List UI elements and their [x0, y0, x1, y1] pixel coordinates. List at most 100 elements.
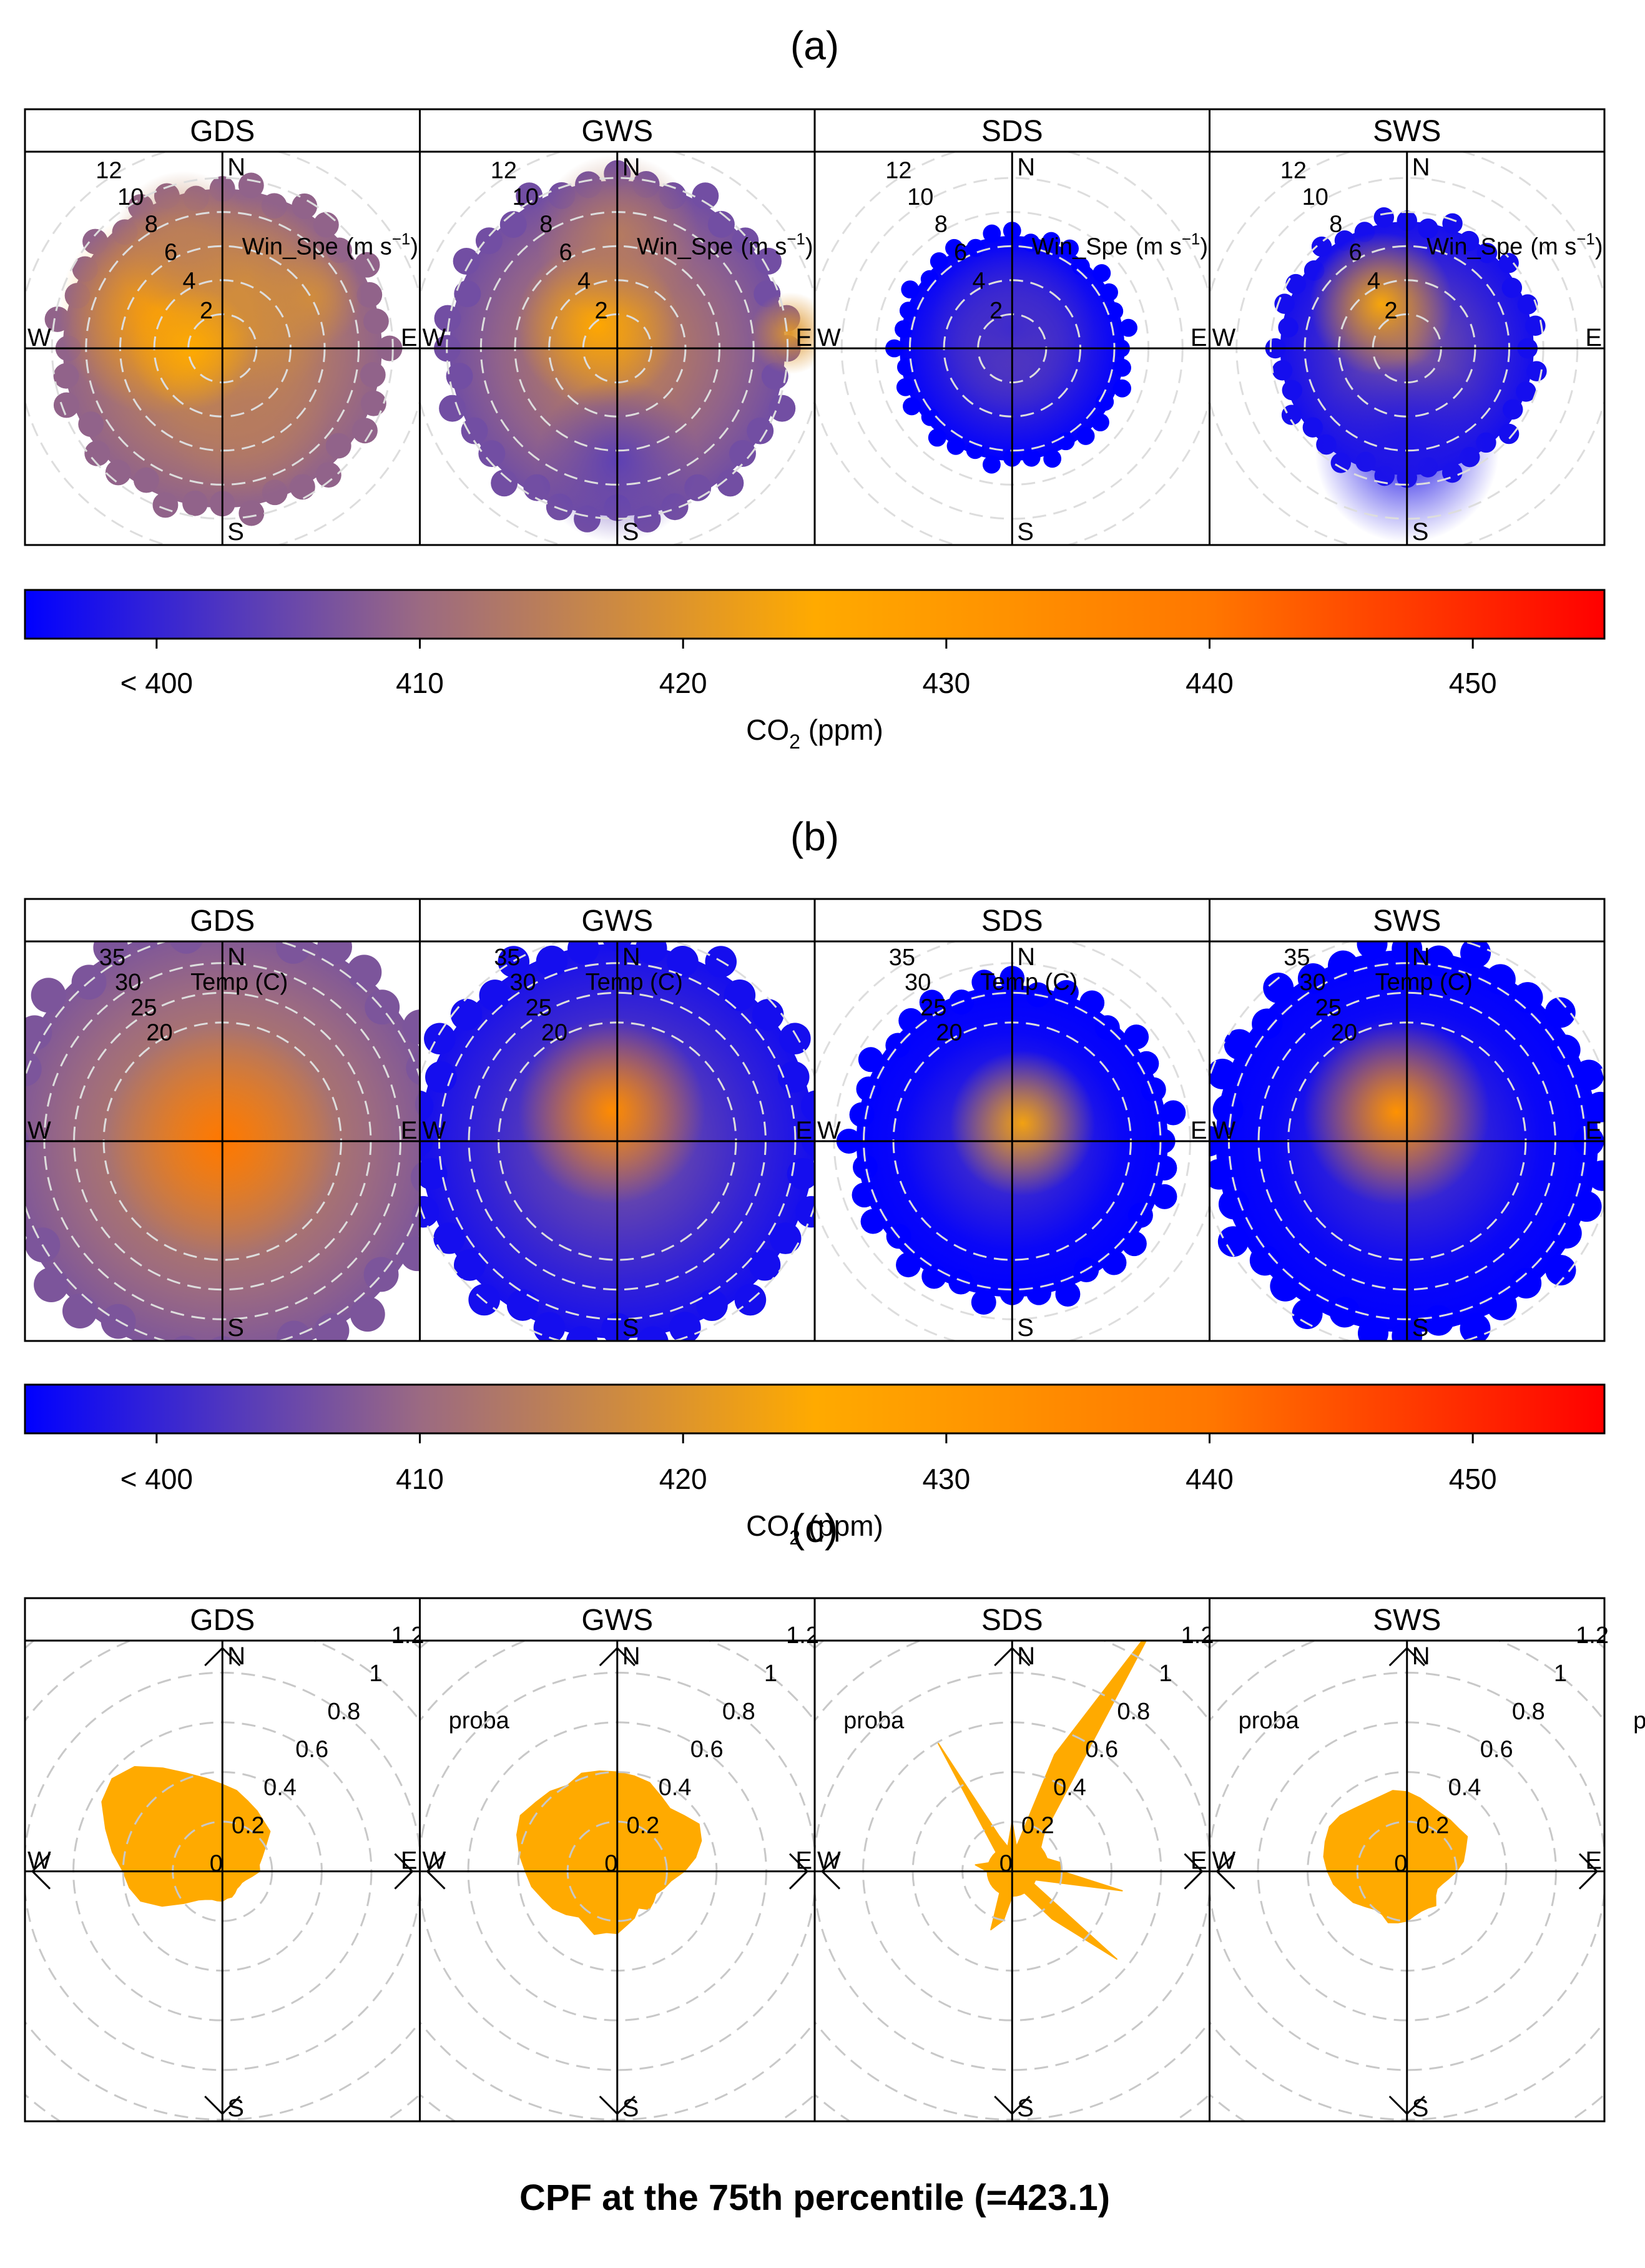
heat-edge: [152, 492, 179, 518]
ring-label: 0.2: [626, 1813, 659, 1839]
compass-w: W: [817, 324, 841, 351]
heat-edge: [360, 390, 386, 416]
panel-title: SWS: [1373, 1604, 1441, 1637]
heat-edge: [62, 1294, 97, 1329]
compass-s: S: [1017, 1314, 1034, 1342]
plot-area: [25, 1641, 420, 2121]
compass-n: N: [227, 154, 245, 181]
heat-edge: [768, 395, 796, 422]
axis-arrow: [788, 1853, 809, 1890]
heat-edge: [1285, 273, 1306, 295]
heat-edge: [439, 395, 466, 422]
colorbar-title: CO2 (ppm): [746, 1510, 883, 1549]
ring-label: 4: [972, 268, 985, 295]
heat-edge: [895, 320, 913, 338]
ring-label: 8: [539, 212, 552, 238]
heat-edge: [567, 941, 599, 965]
heat-edge: [717, 469, 744, 497]
heat-edge: [1512, 982, 1543, 1013]
colorbar-tick-label: 410: [396, 1463, 444, 1495]
heat-edge: [921, 408, 940, 426]
heat-edge: [450, 998, 483, 1031]
ring-label: 4: [577, 268, 591, 295]
axis-arrow: [1215, 1853, 1235, 1890]
panel-strip: [1209, 1597, 1606, 1642]
panel-title: GWS: [581, 905, 653, 938]
ring-label: 1.2: [1576, 1622, 1609, 1649]
heat-edge: [755, 247, 782, 275]
panel-strip: [1209, 898, 1606, 943]
ring-label: 0.4: [1053, 1775, 1086, 1801]
colorbar-title: CO2 (ppm): [746, 714, 883, 753]
heat-edge: [292, 193, 318, 219]
compass-w: W: [27, 324, 51, 351]
colorbar-tick-label: 410: [396, 667, 444, 699]
plot-area: [815, 941, 1210, 1341]
heat-edge: [1096, 393, 1114, 411]
section-label: (b): [790, 814, 839, 859]
heat-edge: [315, 462, 341, 488]
heat-edge: [1418, 218, 1438, 239]
panel-sws: SWS N S W E 0 0.2 0.4 0.6 0.8 1 1.2 proba: [1209, 1597, 1645, 2123]
heat-edge: [1545, 1255, 1576, 1286]
heat-edge: [491, 469, 518, 497]
compass-e: E: [1585, 1117, 1602, 1144]
heat-edge: [277, 1320, 312, 1341]
heat-edge: [1056, 432, 1075, 451]
ring-label: 35: [494, 945, 520, 971]
heat-edge: [1282, 380, 1303, 401]
heat-edge: [433, 1222, 465, 1254]
heat-edge: [1423, 1305, 1454, 1336]
heat-edge: [1544, 997, 1576, 1028]
ring-label: 25: [526, 994, 552, 1021]
heat-edge: [350, 1297, 385, 1332]
heat-blob: [1302, 1018, 1490, 1205]
heat-edge: [182, 490, 208, 516]
heat-edge: [692, 182, 719, 210]
heat-edge: [314, 1313, 350, 1341]
heat-edge: [25, 1015, 52, 1051]
heat-edge: [479, 979, 511, 1011]
axis-arrow: [994, 2095, 1031, 2116]
ring-label: 0.6: [1085, 1737, 1118, 1763]
ring-label: 0.2: [232, 1813, 265, 1839]
panel-strip: [24, 108, 421, 153]
variable-label: Temp (C): [980, 970, 1078, 996]
ring-label: 10: [117, 184, 144, 210]
panel-title: SWS: [1373, 115, 1441, 148]
heat-edge: [1105, 302, 1124, 320]
heat-blob: [112, 171, 256, 315]
ring-label: 2: [200, 298, 213, 324]
heat-edge: [696, 1289, 728, 1322]
colorbar-gradient: [24, 589, 1606, 640]
heat-edge: [1278, 317, 1299, 338]
heat-edge: [1511, 1268, 1542, 1299]
colorbar-title-prefix: CO: [746, 714, 789, 746]
ring-label: 0.6: [690, 1737, 724, 1763]
axis-arrow: [599, 2095, 636, 2116]
heat-edge: [1141, 1077, 1166, 1102]
heat-edge: [1124, 1024, 1149, 1050]
heat-edge: [410, 1162, 420, 1193]
panel-strip: [813, 1597, 1210, 1642]
heat-edge: [1458, 230, 1480, 252]
heat-edge: [25, 1211, 27, 1226]
variable-unit-exp: −1: [1182, 229, 1201, 248]
heat-edge: [1327, 950, 1358, 981]
ring-label: 30: [905, 970, 931, 996]
heat-edge: [133, 467, 159, 493]
compass-n: N: [1017, 154, 1035, 181]
heat-edge: [1486, 1290, 1517, 1321]
compass-e: E: [1191, 324, 1207, 351]
variable-unit: (m s: [346, 233, 392, 260]
heat-edge: [238, 172, 264, 199]
footer-title: CPF at the 75th percentile (=423.1): [519, 2177, 1110, 2218]
heat-edge: [506, 1289, 539, 1321]
ring-label: 0: [999, 1851, 1013, 1877]
heat-edge: [1573, 1059, 1604, 1091]
heat-edge: [667, 945, 699, 978]
